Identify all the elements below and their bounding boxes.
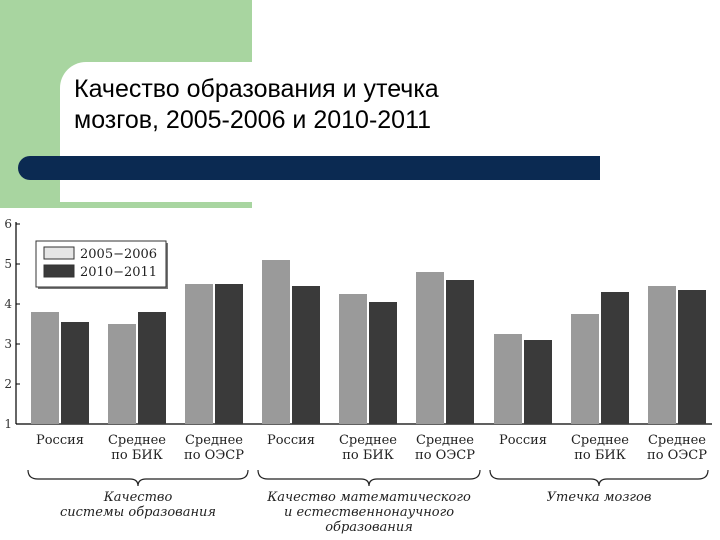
category-label: по БИК — [111, 448, 163, 463]
y-tick-label: 3 — [4, 337, 12, 351]
slide-title-line-2: мозгов, 2005-2006 и 2010-2011 — [74, 106, 432, 134]
bar-2005-2006 — [31, 312, 59, 424]
bar-2005-2006 — [571, 314, 599, 424]
category-label: Среднее — [339, 433, 397, 448]
group-label: и естественнонаучного — [284, 505, 454, 520]
category-label: по ОЭСР — [184, 448, 244, 463]
group-brace — [27, 469, 249, 487]
bar-2010-2011 — [678, 290, 706, 424]
legend-swatch-2010-2011 — [43, 264, 75, 278]
chart-container: 1 2 3 4 5 6 Россия Среднее по БИК Среднее по ОЭСР Р… — [0, 208, 720, 540]
category-label: по БИК — [342, 448, 394, 463]
category-label: по ОЭСР — [647, 448, 707, 463]
category-label: Среднее — [108, 433, 166, 448]
bar-2005-2006 — [262, 260, 290, 424]
category-label: Россия — [267, 433, 315, 448]
y-tick-label: 1 — [4, 417, 12, 431]
category-label: Среднее — [185, 433, 243, 448]
bar-2010-2011 — [524, 340, 552, 424]
bar-2010-2011 — [138, 312, 166, 424]
bar-2005-2006 — [416, 272, 444, 424]
group-brace — [489, 469, 709, 487]
legend-swatch-2005-2006 — [43, 246, 75, 260]
bar-2010-2011 — [61, 322, 89, 424]
group-label: образования — [325, 520, 413, 535]
y-tick-label: 4 — [4, 297, 12, 311]
group-label: системы образования — [60, 505, 216, 520]
group-brace — [257, 469, 481, 487]
bar-2005-2006 — [494, 334, 522, 424]
bar-2010-2011 — [292, 286, 320, 424]
y-tick-label: 6 — [4, 217, 12, 231]
bar-2010-2011 — [446, 280, 474, 424]
bar-2005-2006 — [185, 284, 213, 424]
bar-2010-2011 — [369, 302, 397, 424]
group-label: Качество математического — [266, 490, 471, 505]
slide-title: Качество образования и утечка мозгов, 20… — [74, 74, 674, 136]
category-label: Среднее — [571, 433, 629, 448]
bar-2005-2006 — [648, 286, 676, 424]
category-label: Среднее — [416, 433, 474, 448]
group-label: Качество — [103, 490, 173, 505]
legend-label: 2010−2011 — [80, 265, 157, 280]
category-label: Россия — [36, 433, 84, 448]
y-tick-label: 2 — [4, 377, 12, 391]
bar-2005-2006 — [339, 294, 367, 424]
y-tick-label: 5 — [4, 257, 12, 271]
legend-label: 2005−2006 — [80, 247, 157, 262]
category-label: по ОЭСР — [415, 448, 475, 463]
bar-2010-2011 — [215, 284, 243, 424]
legend-box — [35, 240, 167, 288]
slide-title-line-1: Качество образования и утечка — [74, 75, 439, 103]
category-label: по БИК — [574, 448, 626, 463]
group-label: Утечка мозгов — [547, 490, 652, 505]
category-label: Среднее — [648, 433, 706, 448]
title-divider-bar — [18, 156, 600, 180]
category-label: Россия — [499, 433, 547, 448]
bar-2005-2006 — [108, 324, 136, 424]
bar-2010-2011 — [601, 292, 629, 424]
